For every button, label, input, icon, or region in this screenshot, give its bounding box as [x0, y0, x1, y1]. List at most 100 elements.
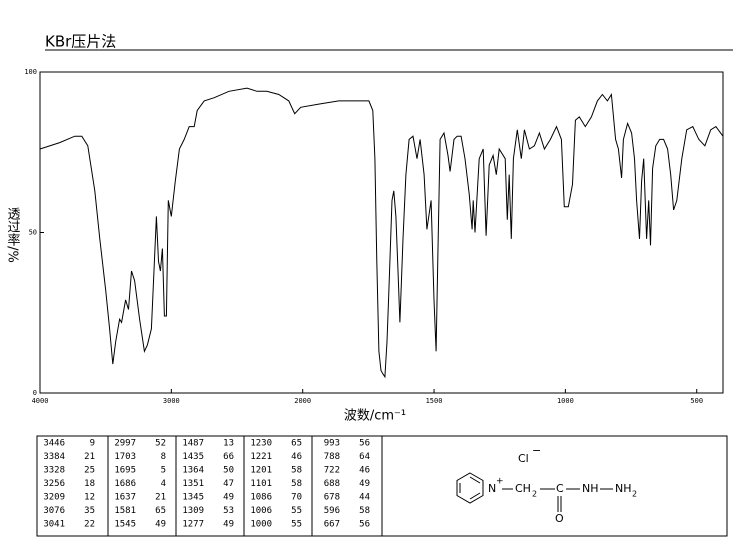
peak-transmittance: 53 [223, 506, 234, 516]
peak-wavenumber: 1637 [114, 493, 136, 503]
peak-wavenumber: 788 [324, 452, 340, 462]
subscript: 2 [532, 490, 537, 499]
peak-wavenumber: 1345 [182, 493, 204, 503]
peak-transmittance: 58 [291, 466, 302, 476]
peak-transmittance: 18 [84, 479, 95, 489]
atom: Cl [518, 452, 529, 465]
ring-bond [469, 492, 481, 500]
x-axis-label: 波数/cm⁻¹ [344, 409, 406, 424]
peak-transmittance: 9 [90, 439, 95, 449]
peak-transmittance: 8 [161, 452, 166, 462]
atom: NH [615, 482, 632, 495]
peak-transmittance: 52 [155, 439, 166, 449]
peak-transmittance: 64 [359, 452, 370, 462]
peak-wavenumber: 1221 [250, 452, 272, 462]
x-tick-label: 500 [690, 397, 703, 405]
peak-transmittance: 58 [359, 506, 370, 516]
peak-wavenumber: 1703 [114, 452, 136, 462]
peak-transmittance: 58 [291, 479, 302, 489]
peak-transmittance: 49 [155, 520, 166, 530]
peak-wavenumber: 1277 [182, 520, 204, 530]
peak-wavenumber: 596 [324, 506, 340, 516]
ring-bond [469, 476, 481, 484]
peak-transmittance: 35 [84, 506, 95, 516]
peak-transmittance: 44 [359, 493, 370, 503]
peak-wavenumber: 993 [324, 439, 340, 449]
peak-transmittance: 56 [359, 439, 370, 449]
peak-transmittance: 5 [161, 466, 166, 476]
peak-transmittance: 66 [223, 452, 234, 462]
peak-transmittance: 49 [359, 479, 370, 489]
structure: Cl − N + CH 2 C O NH NH 2 [456, 444, 637, 525]
peak-transmittance: 49 [223, 520, 234, 530]
peak-wavenumber: 722 [324, 466, 340, 476]
peak-transmittance: 65 [291, 439, 302, 449]
peak-transmittance: 22 [84, 520, 95, 530]
peak-wavenumber: 1201 [250, 466, 272, 476]
x-tick-label: 3000 [163, 397, 180, 405]
peak-transmittance: 13 [223, 439, 234, 449]
peak-transmittance: 47 [223, 479, 234, 489]
peak-transmittance: 21 [155, 493, 166, 503]
peak-transmittance: 21 [84, 452, 95, 462]
peak-wavenumber: 1686 [114, 479, 136, 489]
peak-wavenumber: 3446 [43, 439, 65, 449]
peak-wavenumber: 3041 [43, 520, 65, 530]
peak-wavenumber: 3384 [43, 452, 65, 462]
y-tick-label: 0 [33, 389, 37, 397]
peak-wavenumber: 3209 [43, 493, 65, 503]
charge: + [496, 477, 504, 487]
y-tick-label: 50 [29, 229, 37, 237]
y-axis-label: 透过率/% [5, 207, 21, 263]
x-tick-label: 2000 [294, 397, 311, 405]
peak-wavenumber: 1581 [114, 506, 136, 516]
peak-wavenumber: 1230 [250, 439, 272, 449]
peak-wavenumber: 1309 [182, 506, 204, 516]
charge: − [532, 444, 541, 457]
peak-wavenumber: 1006 [250, 506, 272, 516]
peak-wavenumber: 1364 [182, 466, 204, 476]
peak-transmittance: 25 [84, 466, 95, 476]
peak-transmittance: 46 [359, 466, 370, 476]
peak-transmittance: 49 [223, 493, 234, 503]
peak-transmittance: 55 [291, 520, 302, 530]
spectrum-line [39, 87, 724, 379]
peak-transmittance: 55 [291, 506, 302, 516]
x-tick-label: 4000 [32, 397, 49, 405]
peak-wavenumber: 1000 [250, 520, 272, 530]
atom: C [556, 482, 564, 495]
peak-transmittance: 65 [155, 506, 166, 516]
peak-transmittance: 12 [84, 493, 95, 503]
peak-wavenumber: 2997 [114, 439, 136, 449]
plot-frame [39, 71, 724, 394]
x-tick-label: 1000 [557, 397, 574, 405]
atom: NH [582, 482, 599, 495]
subscript: 2 [632, 490, 637, 499]
peak-wavenumber: 3076 [43, 506, 65, 516]
peak-wavenumber: 688 [324, 479, 340, 489]
peak-wavenumber: 678 [324, 493, 340, 503]
peak-transmittance: 56 [359, 520, 370, 530]
peak-transmittance: 46 [291, 452, 302, 462]
peak-wavenumber: 1101 [250, 479, 272, 489]
y-tick-label: 100 [24, 68, 37, 76]
peak-wavenumber: 1435 [182, 452, 204, 462]
peak-wavenumber: 1487 [182, 439, 204, 449]
peak-wavenumber: 3256 [43, 479, 65, 489]
atom: O [555, 512, 564, 525]
ring [456, 472, 484, 504]
peak-transmittance: 50 [223, 466, 234, 476]
peak-transmittance: 70 [291, 493, 302, 503]
peak-wavenumber: 1351 [182, 479, 204, 489]
x-tick-label: 1500 [426, 397, 443, 405]
atom: CH [515, 482, 531, 495]
peak-transmittance: 4 [161, 479, 166, 489]
peak-wavenumber: 3328 [43, 466, 65, 476]
chart-title: KBr压片法 [45, 33, 116, 51]
peak-wavenumber: 1086 [250, 493, 272, 503]
peak-wavenumber: 1545 [114, 520, 136, 530]
peak-wavenumber: 667 [324, 520, 340, 530]
atom: N [488, 482, 496, 495]
peak-wavenumber: 1695 [114, 466, 136, 476]
